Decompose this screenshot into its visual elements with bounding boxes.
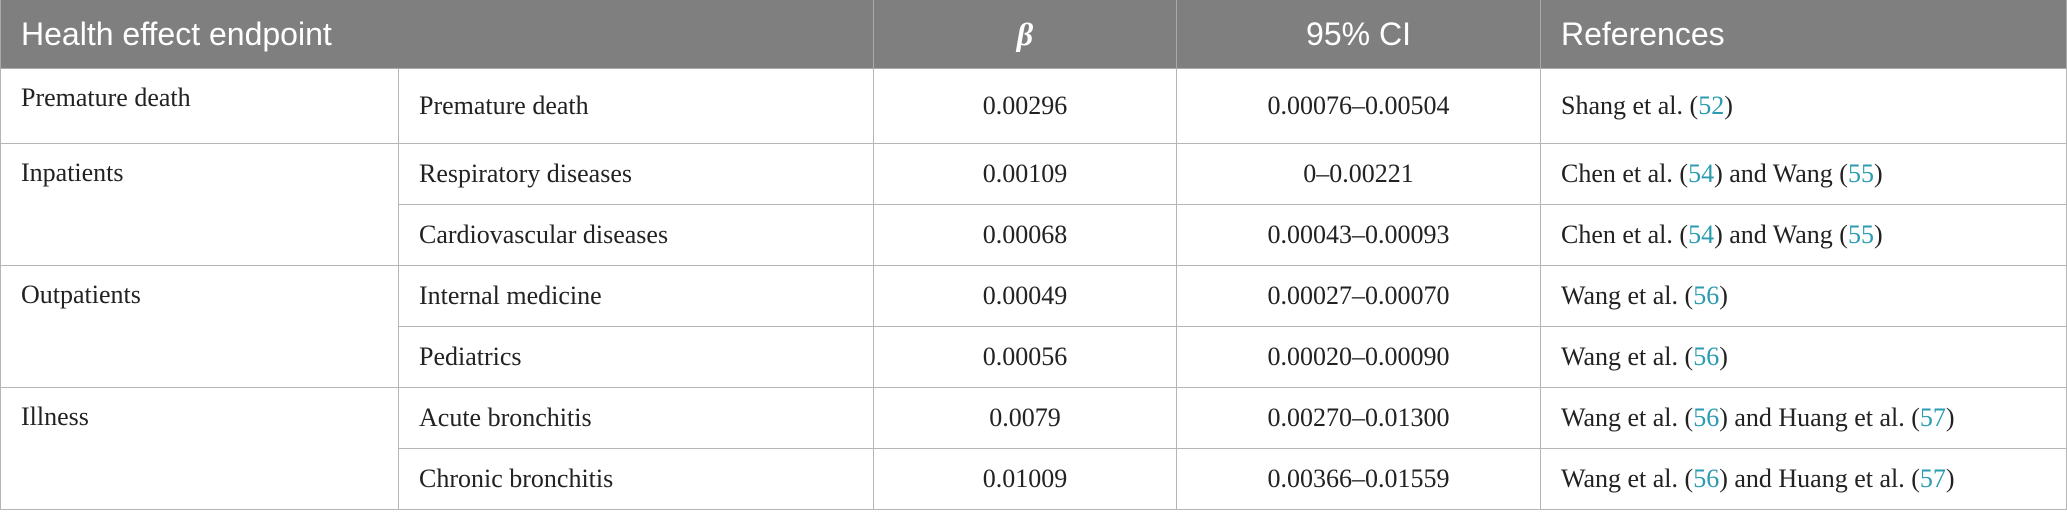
ci-cell: 0.00270–0.01300 <box>1176 387 1541 449</box>
table-row: Pediatrics 0.00056 0.00020–0.00090 Wang et … <box>1 326 2067 388</box>
endpoint-cell: Pediatrics <box>398 326 874 388</box>
table-row: Illness Acute bronchitis 0.0079 0.00270–0.0… <box>0 387 2067 510</box>
reference-text: ) <box>1719 281 1728 310</box>
reference-text: Chen et al. ( <box>1561 159 1689 188</box>
references-cell: Shang et al. (52) <box>1540 68 2067 144</box>
table-row: Inpatients Respiratory diseases 0.00109 0–0… <box>0 143 2067 266</box>
beta-cell: 0.00049 <box>873 265 1177 327</box>
header-cell: Health effect endpoint <box>0 0 874 69</box>
endpoint-cell: Chronic bronchitis <box>398 448 874 510</box>
ci-cell: 0.00027–0.00070 <box>1176 265 1541 327</box>
ci-cell: 0.00076–0.00504 <box>1176 68 1541 144</box>
reference-text: ) and Huang et al. ( <box>1719 403 1920 432</box>
reference-text: ) and Wang ( <box>1714 220 1848 249</box>
reference-link[interactable]: 52 <box>1698 91 1725 120</box>
beta-cell: 0.00056 <box>873 326 1177 388</box>
reference-link[interactable]: 55 <box>1847 159 1874 188</box>
header-cell: References <box>1540 0 2067 69</box>
reference-link[interactable]: 57 <box>1919 403 1946 432</box>
references-cell: Wang et al. (56) and Huang et al. (57) <box>1540 448 2067 510</box>
reference-link[interactable]: 56 <box>1693 281 1720 310</box>
reference-link[interactable]: 54 <box>1688 159 1715 188</box>
reference-text: Wang et al. ( <box>1561 342 1694 371</box>
beta-cell: 0.01009 <box>873 448 1177 510</box>
ci-cell: 0–0.00221 <box>1176 143 1541 205</box>
ci-cell: 0.00043–0.00093 <box>1176 204 1541 266</box>
reference-text: ) <box>1945 464 1955 493</box>
reference-text: ) <box>1873 220 1883 249</box>
table-row: Premature death Premature death 0.00296 0.0… <box>0 68 2067 144</box>
reference-text: ) and Wang ( <box>1714 159 1848 188</box>
references-cell: Chen et al. (54) and Wang (55) <box>1540 204 2067 266</box>
reference-link[interactable]: 56 <box>1693 464 1720 493</box>
endpoint-cell: Respiratory diseases <box>398 143 874 205</box>
group-cell: Outpatients <box>0 265 399 388</box>
reference-text: ) <box>1945 403 1955 432</box>
table-body: Premature death Premature death 0.00296 0.0… <box>0 68 2067 510</box>
group-cell: Illness <box>0 387 399 510</box>
reference-text: ) <box>1873 159 1883 188</box>
table-row: Outpatients Internal medicine 0.00049 0.000… <box>0 265 2067 388</box>
reference-link[interactable]: 56 <box>1693 403 1720 432</box>
references-cell: Wang et al. (56) <box>1540 265 2067 327</box>
reference-text: ) <box>1724 91 1733 120</box>
beta-cell: 0.00296 <box>873 68 1177 144</box>
reference-text: ) <box>1719 342 1728 371</box>
group-cell: Inpatients <box>0 143 399 266</box>
beta-cell: 0.0079 <box>873 387 1177 449</box>
beta-cell: 0.00109 <box>873 143 1177 205</box>
reference-link[interactable]: 55 <box>1847 220 1874 249</box>
reference-text: Wang et al. ( <box>1561 403 1694 432</box>
endpoint-cell: Internal medicine <box>398 265 874 327</box>
ci-cell: 0.00020–0.00090 <box>1176 326 1541 388</box>
reference-text: Chen et al. ( <box>1561 220 1689 249</box>
data-table: Health effect endpoint β 95% CI Referenc… <box>0 0 2067 510</box>
reference-link[interactable]: 54 <box>1688 220 1715 249</box>
header-cell: 95% CI <box>1176 0 1541 69</box>
table-row: Chronic bronchitis 0.01009 0.00366–0.01559… <box>1 448 2067 510</box>
reference-text: Shang et al. ( <box>1561 91 1699 120</box>
beta-cell: 0.00068 <box>873 204 1177 266</box>
reference-link[interactable]: 56 <box>1693 342 1720 371</box>
header-cell: β <box>873 0 1177 69</box>
reference-text: Wang et al. ( <box>1561 464 1694 493</box>
reference-text: Wang et al. ( <box>1561 281 1694 310</box>
endpoint-cell: Cardiovascular diseases <box>398 204 874 266</box>
references-cell: Wang et al. (56) and Huang et al. (57) <box>1540 387 2067 449</box>
reference-text: ) and Huang et al. ( <box>1719 464 1920 493</box>
header-row: Health effect endpoint β 95% CI Referenc… <box>0 0 2067 69</box>
reference-link[interactable]: 57 <box>1919 464 1946 493</box>
references-cell: Wang et al. (56) <box>1540 326 2067 388</box>
group-cell: Premature death <box>0 68 399 144</box>
references-cell: Chen et al. (54) and Wang (55) <box>1540 143 2067 205</box>
endpoint-cell: Premature death <box>398 68 874 144</box>
ci-cell: 0.00366–0.01559 <box>1176 448 1541 510</box>
endpoint-cell: Acute bronchitis <box>398 387 874 449</box>
